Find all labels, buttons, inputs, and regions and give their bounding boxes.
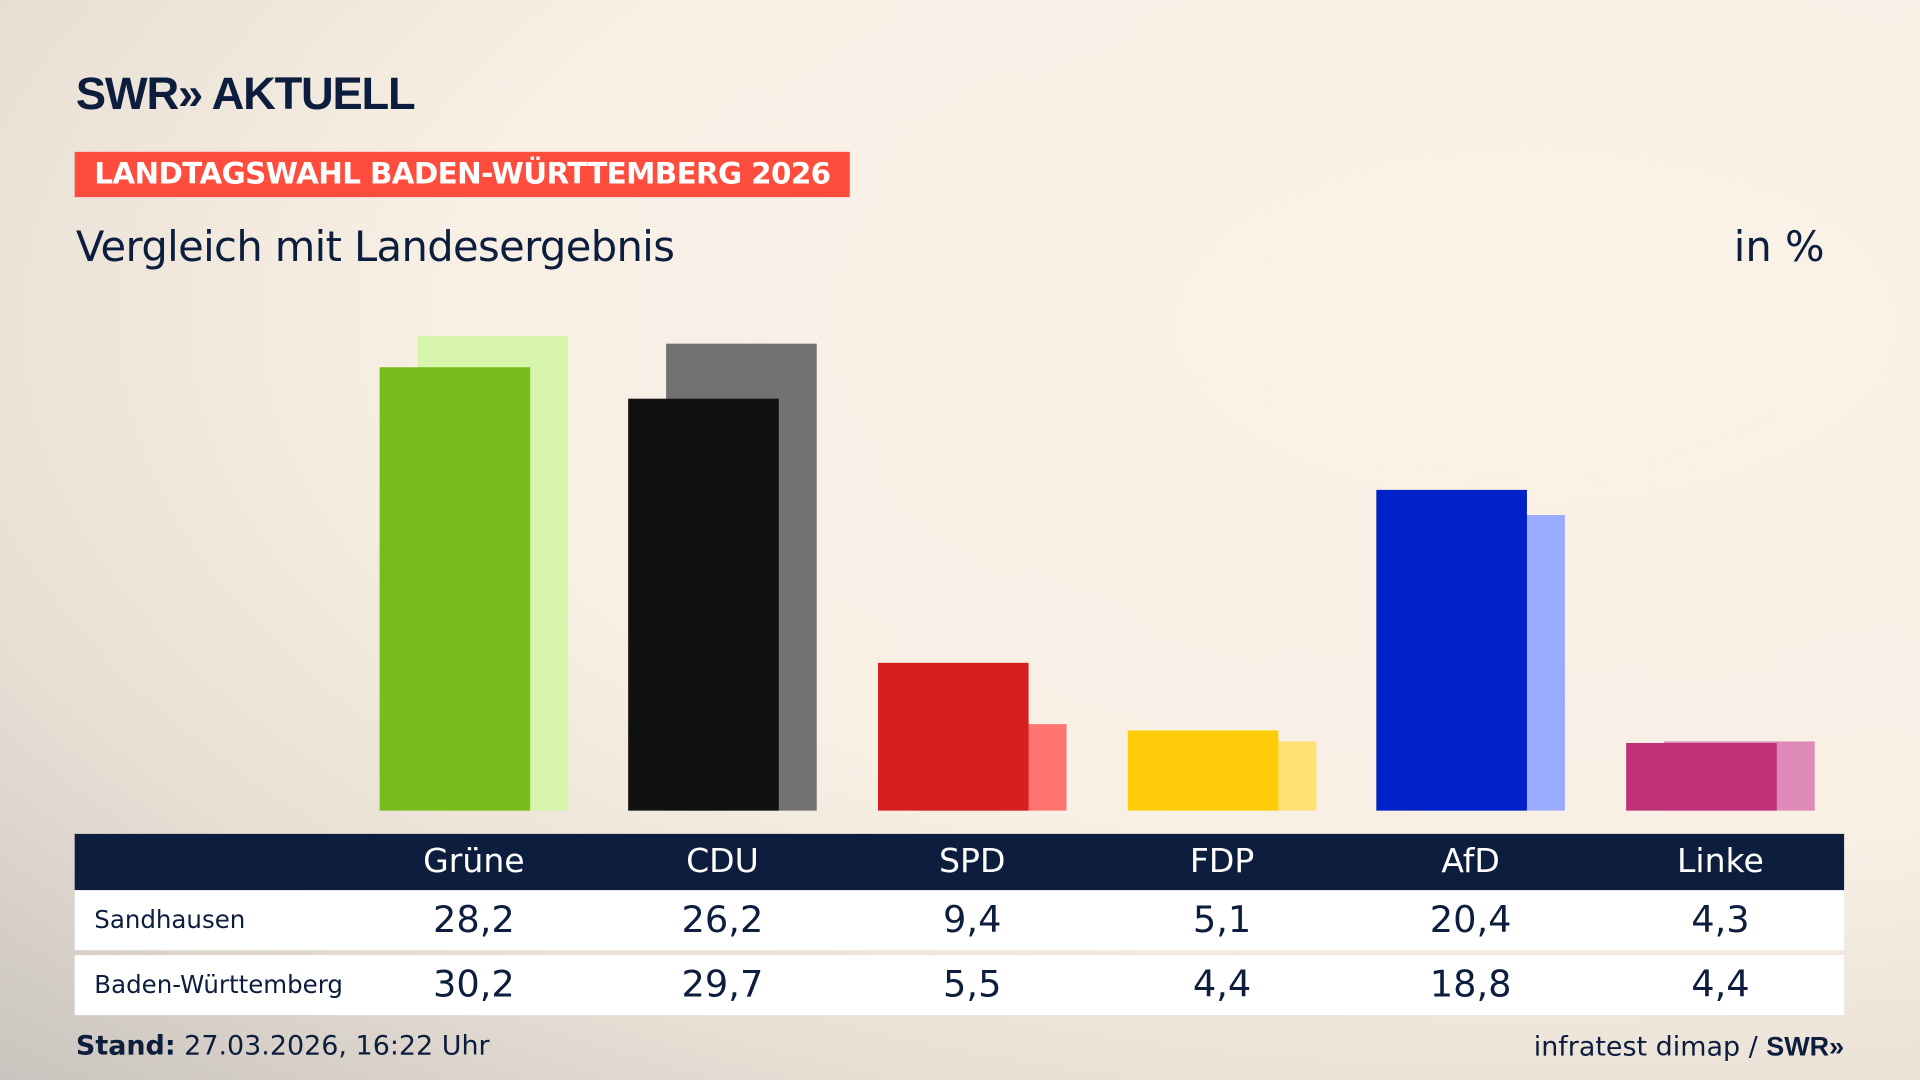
row-label: Sandhausen <box>94 904 246 935</box>
value-cell: 5,1 <box>1192 898 1252 942</box>
stand-label: Stand: <box>75 1031 176 1062</box>
bar-sandhausen-0 <box>379 367 531 811</box>
table-row: Baden-Württemberg 30,2 29,7 5,5 4,4 18,8 4,4 <box>74 955 1845 1016</box>
value-cell: 5,5 <box>943 963 1002 1007</box>
results-table: Grüne CDU SPD FDP AfD Linke Sandhausen 28,2 26,… <box>74 833 1845 1020</box>
source: infratest dimap / SWR» <box>1534 1031 1844 1063</box>
source-text: infratest dimap / <box>1533 1032 1767 1063</box>
column-header: SPD <box>939 842 1006 881</box>
value-cell: 26,2 <box>681 898 764 942</box>
column-header: CDU <box>686 842 759 881</box>
bar-sandhausen-4 <box>1376 489 1527 811</box>
value-cell: 9,4 <box>943 898 1002 942</box>
unit-label: in % <box>1733 222 1825 272</box>
column-header: Linke <box>1676 842 1764 881</box>
value-cell: 18,8 <box>1429 963 1512 1007</box>
kicker-badge: LANDTAGSWAHL BADEN-WÜRTTEMBERG 2026 <box>74 151 851 198</box>
value-cell: 4,4 <box>1192 963 1252 1007</box>
value-cell: 4,3 <box>1691 898 1750 942</box>
bar-sandhausen-2 <box>877 662 1029 811</box>
stand-value: 27.03.2026, 16:22 Uhr <box>175 1031 490 1062</box>
value-cell: 20,4 <box>1429 898 1512 942</box>
swr-aktuell-logo: SWR» AKTUELL <box>75 68 416 119</box>
bar-sandhausen-3 <box>1127 730 1279 811</box>
value-cell: 4,4 <box>1691 963 1750 1007</box>
table-header: Grüne CDU SPD FDP AfD Linke <box>74 833 1845 891</box>
column-header: AfD <box>1441 842 1500 881</box>
column-header: Grüne <box>423 842 525 881</box>
chart-subtitle: Vergleich mit Landesergebnis <box>75 222 675 272</box>
bar-sandhausen-1 <box>628 398 779 811</box>
row-label: Baden-Württemberg <box>94 969 343 1000</box>
timestamp: Stand: 27.03.2026, 16:22 Uhr <box>76 1031 490 1062</box>
bar-sandhausen-5 <box>1626 743 1777 811</box>
value-cell: 28,2 <box>432 898 515 942</box>
column-header: FDP <box>1189 842 1255 881</box>
value-cell: 29,7 <box>681 963 764 1007</box>
table-row: Sandhausen 28,2 26,2 9,4 5,1 20,4 4,3 <box>74 890 1845 951</box>
value-cell: 30,2 <box>432 963 515 1007</box>
swr-logo: SWR» <box>1766 1031 1845 1062</box>
